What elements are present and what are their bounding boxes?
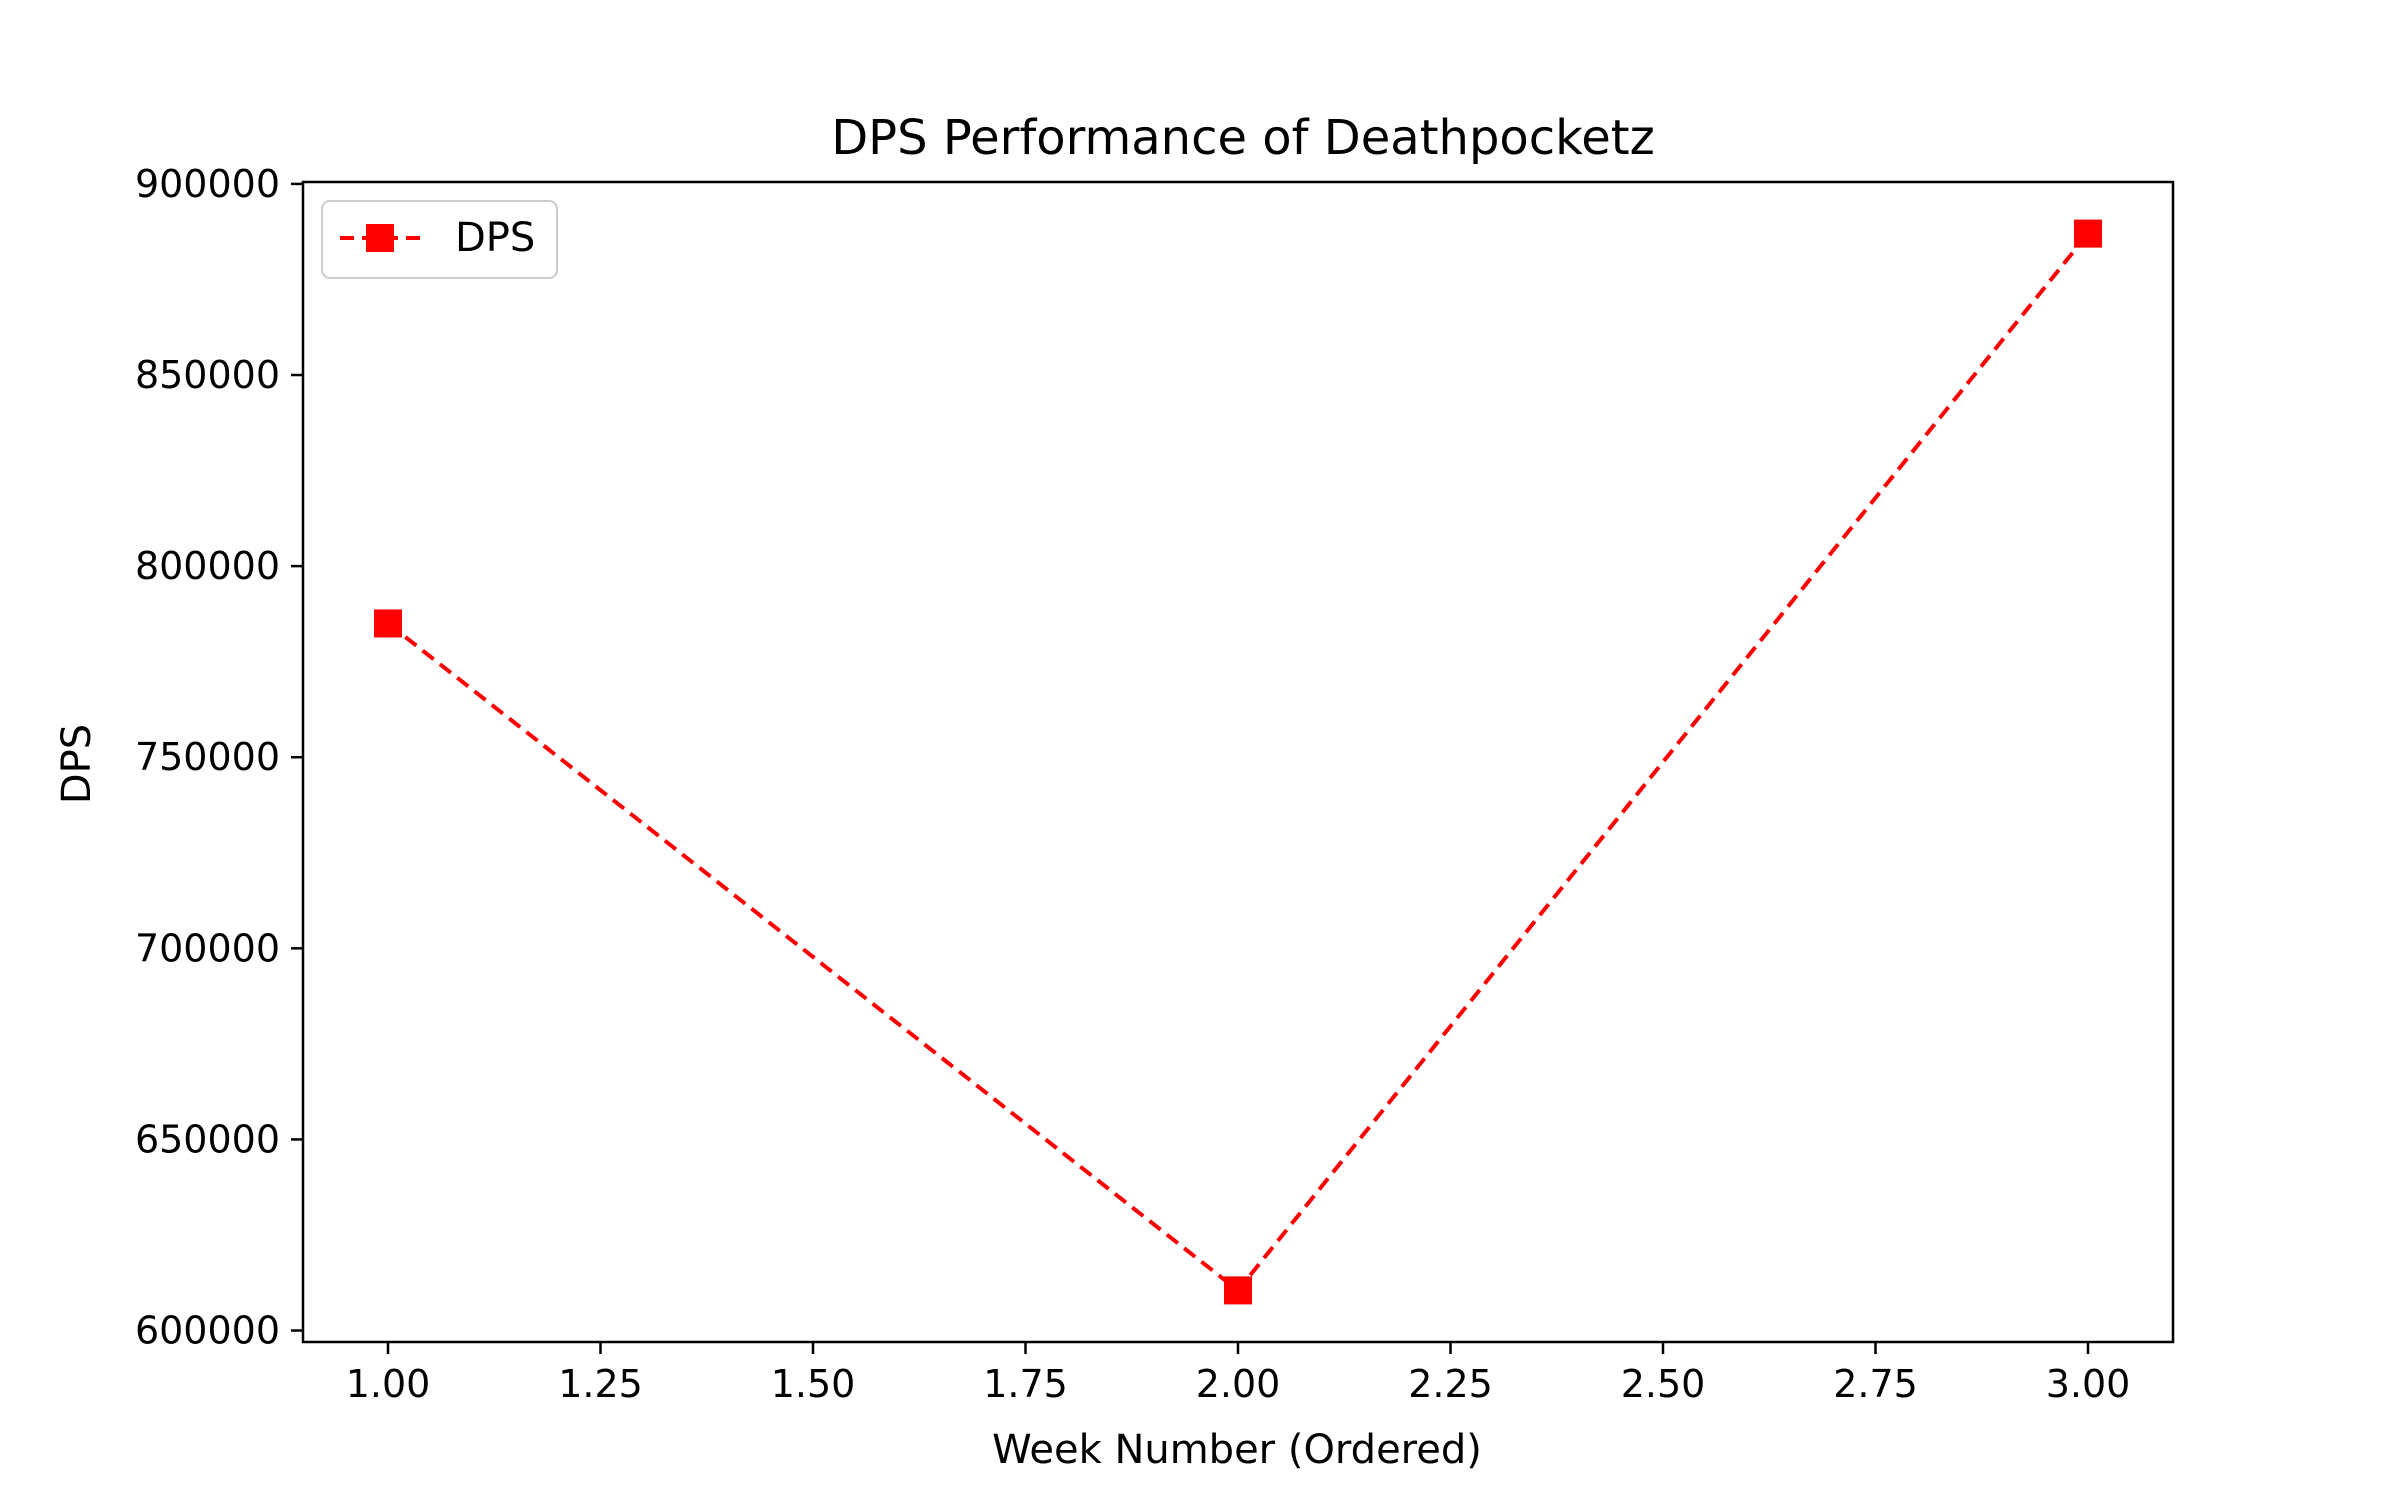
y-tick-label: 700000 <box>135 926 280 970</box>
x-tick-label: 2.75 <box>1833 1362 1918 1406</box>
x-axis-ticks: 1.00 1.25 1.50 1.75 2.00 2.25 2.50 2.75 3.00 <box>346 1342 2131 1406</box>
chart-title: DPS Performance of Deathpocketz <box>831 110 1655 166</box>
y-tick-label: 900000 <box>135 162 280 206</box>
data-point-week-3 <box>2074 219 2102 248</box>
x-axis-label: Week Number (Ordered) <box>992 1427 1482 1473</box>
x-tick-label: 2.50 <box>1621 1362 1706 1406</box>
legend: DPS <box>321 200 558 279</box>
x-tick-label: 2.00 <box>1196 1362 1281 1406</box>
y-tick-label: 850000 <box>135 353 280 397</box>
legend-box <box>321 200 558 279</box>
x-tick-label: 2.25 <box>1408 1362 1493 1406</box>
y-tick-label: 600000 <box>135 1309 280 1353</box>
plot-area <box>374 219 2102 1305</box>
legend-marker <box>366 224 394 252</box>
x-tick-label: 1.00 <box>346 1362 431 1406</box>
x-tick-label: 1.75 <box>983 1362 1068 1406</box>
y-tick-label: 650000 <box>135 1117 280 1161</box>
x-tick-label: 1.50 <box>771 1362 856 1406</box>
y-tick-label: 800000 <box>135 544 280 588</box>
y-axis-ticks: 600000 650000 700000 750000 800000 850000 9000… <box>135 162 303 1353</box>
x-tick-label: 3.00 <box>2046 1362 2131 1406</box>
y-axis-label: DPS <box>54 724 100 804</box>
x-tick-label: 1.25 <box>558 1362 643 1406</box>
data-point-week-2 <box>1224 1276 1252 1305</box>
data-point-week-1 <box>374 609 402 638</box>
legend-label: DPS <box>455 215 535 261</box>
y-tick-label: 750000 <box>135 735 280 779</box>
